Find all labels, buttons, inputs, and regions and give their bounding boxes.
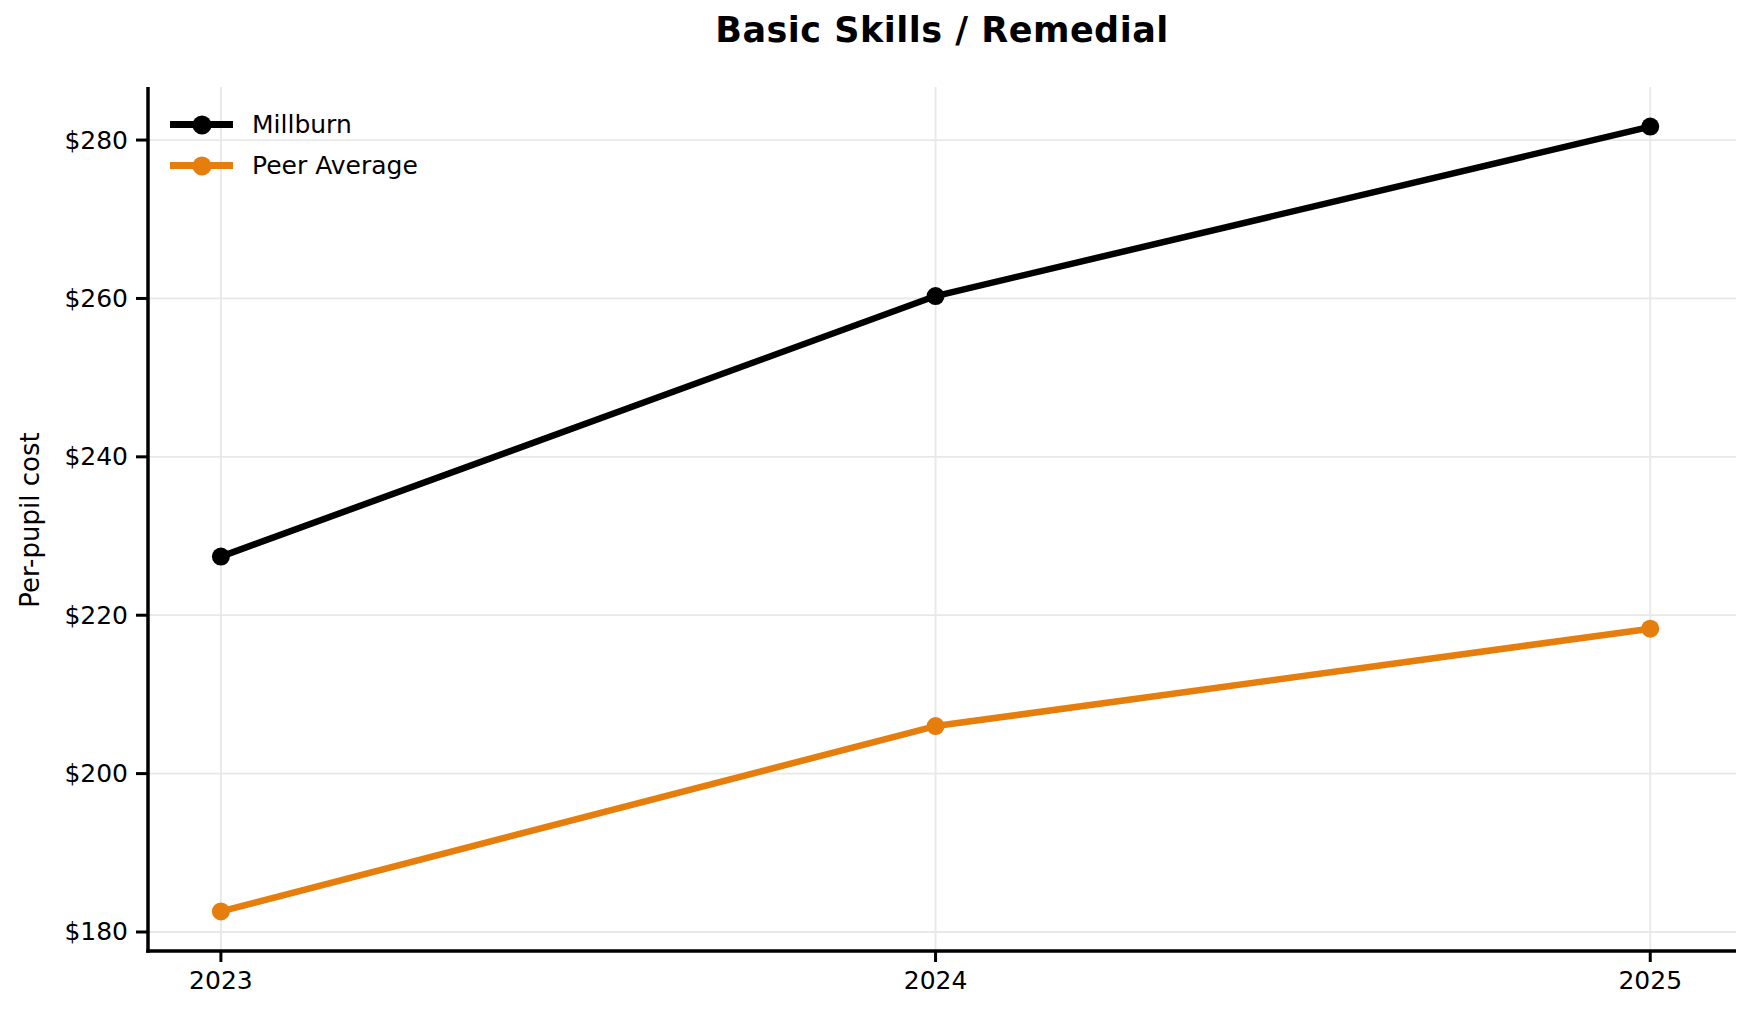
millburn-point-2023 (212, 548, 230, 566)
millburn-marker-icon (192, 115, 211, 134)
chart-title: Basic Skills / Remedial (148, 10, 1736, 50)
millburn-point-2025 (1641, 118, 1659, 136)
y-tick-label: $180 (64, 917, 128, 946)
y-axis-label: Per-pupil cost (14, 370, 46, 670)
legend-item-millburn: Millburn (170, 104, 418, 145)
line-chart-figure: $180 $200 $220 $240 $260 $280 2023 2024 2025 Bas… (0, 0, 1739, 1019)
peer-average-point-2024 (927, 717, 945, 735)
millburn-line-swatch (170, 121, 233, 128)
millburn-point-2024 (927, 287, 945, 305)
x-tick-label: 2025 (1618, 966, 1682, 995)
peer-average-marker-icon (192, 156, 211, 175)
peer-average-point-2025 (1641, 620, 1659, 638)
y-tick-label: $280 (64, 126, 128, 155)
legend-item-peer-average: Peer Average (170, 145, 418, 186)
x-tick-label: 2023 (189, 966, 253, 995)
legend-label-peer-average: Peer Average (252, 151, 418, 180)
y-tick-label: $240 (64, 442, 128, 471)
legend: Millburn Peer Average (170, 104, 418, 186)
x-tick-label: 2024 (904, 966, 968, 995)
y-tick-label: $200 (64, 759, 128, 788)
legend-label-millburn: Millburn (252, 110, 352, 139)
peer-average-line-swatch (170, 162, 233, 169)
peer-average-point-2023 (212, 902, 230, 920)
y-tick-label: $260 (64, 284, 128, 313)
y-tick-label: $220 (64, 601, 128, 630)
